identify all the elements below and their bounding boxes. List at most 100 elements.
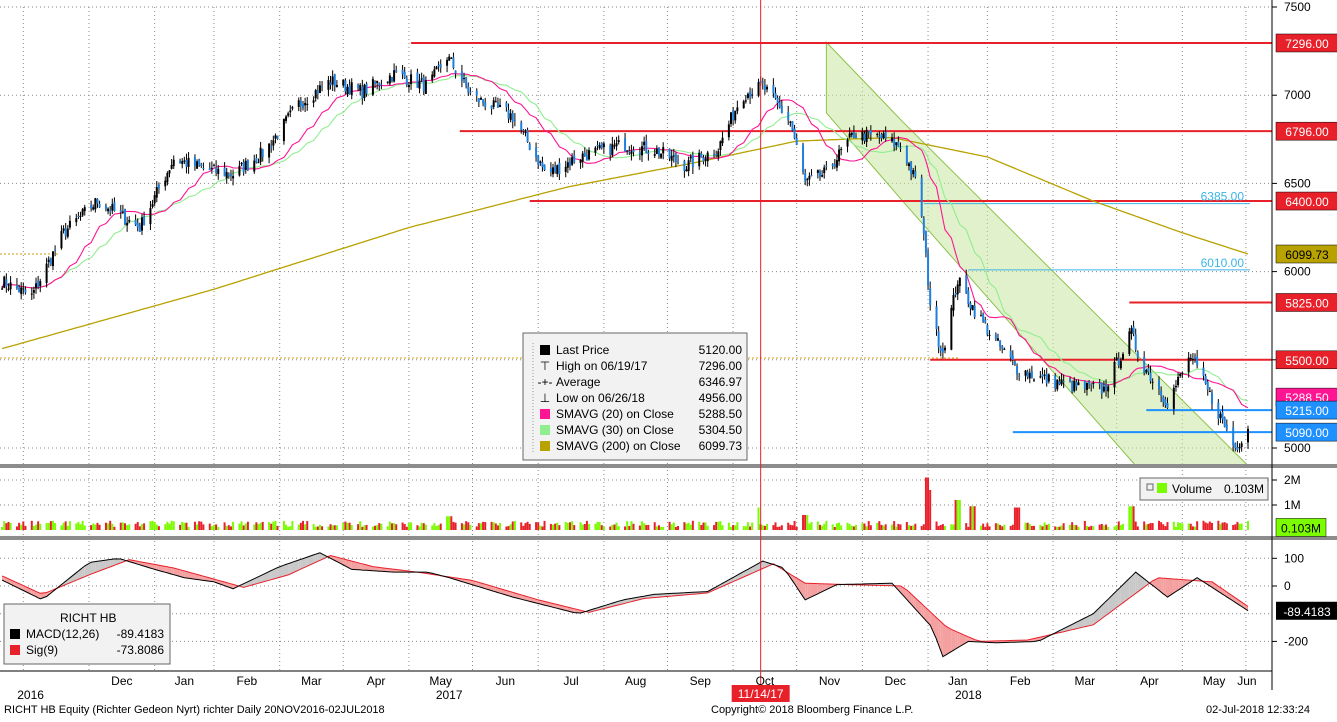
volume-bar <box>187 526 190 530</box>
volume-bar <box>1117 521 1120 530</box>
volume-bar <box>181 521 184 530</box>
macd-histogram-fill <box>197 574 200 580</box>
volume-bar <box>1088 526 1091 530</box>
macd-histogram-fill <box>616 601 619 606</box>
candle-body <box>867 131 870 133</box>
macd-histogram-fill <box>1072 623 1075 630</box>
volume-bar <box>895 526 898 530</box>
volume-bar <box>1011 524 1014 530</box>
macd-histogram-fill <box>277 565 284 578</box>
candle-body <box>994 334 997 340</box>
volume-bar <box>522 525 525 530</box>
volume-bar <box>1016 507 1019 530</box>
volume-bar <box>484 522 487 530</box>
macd-histogram-fill <box>658 593 662 598</box>
volume-bar <box>1181 523 1184 530</box>
volume-bar <box>1147 523 1150 530</box>
macd-histogram-fill <box>747 568 751 576</box>
volume-bar <box>732 524 735 530</box>
candle-body <box>893 138 896 148</box>
macd-histogram-fill <box>16 582 20 589</box>
volume-bar <box>706 525 709 530</box>
candle-body <box>446 59 449 66</box>
macd-histogram-fill <box>1161 578 1164 594</box>
candle-body <box>32 290 35 293</box>
volume-bar <box>227 525 230 530</box>
volume-bar <box>359 521 362 530</box>
candle-body <box>113 202 116 211</box>
macd-histogram-fill <box>1137 573 1145 592</box>
volume-bar <box>736 522 739 530</box>
candle-body <box>304 102 307 106</box>
candle-body <box>140 217 143 231</box>
volume-bar <box>18 522 21 530</box>
volume-bar <box>613 524 616 530</box>
volume-bar <box>435 526 438 530</box>
volume-bar <box>869 525 872 530</box>
candle-body <box>244 160 247 170</box>
macd-histogram-fill <box>966 635 969 643</box>
volume-bar <box>965 523 968 530</box>
macd-histogram-fill <box>110 559 113 567</box>
candle-body <box>363 84 366 99</box>
candle-body <box>268 143 271 158</box>
volume-bar <box>1223 522 1226 530</box>
volume-bar <box>446 516 449 530</box>
fib-label: 6010.00 <box>1201 256 1245 270</box>
volume-bar <box>543 520 546 530</box>
candle-body <box>1030 371 1033 379</box>
volume-bar <box>287 526 290 530</box>
candle-body <box>766 86 769 90</box>
candle-body <box>39 281 42 287</box>
macd-histogram-fill <box>550 602 554 608</box>
candle-body <box>1028 372 1031 379</box>
candle-body <box>717 151 720 158</box>
macd-histogram-fill <box>97 560 100 572</box>
volume-bar <box>1143 521 1146 530</box>
volume-bar <box>357 524 360 530</box>
candle-body <box>910 161 913 174</box>
volume-bar <box>677 525 680 530</box>
candle-body <box>215 167 218 173</box>
volume-bar <box>350 525 353 530</box>
volume-bar <box>1208 521 1211 530</box>
candle-body <box>1179 373 1182 377</box>
candle-body <box>670 155 673 161</box>
macd-histogram-fill <box>555 604 558 609</box>
volume-bar <box>312 524 315 530</box>
candle-body <box>1130 328 1133 334</box>
candle-body <box>615 143 618 147</box>
macd-histogram-fill <box>230 583 234 589</box>
macd-histogram-fill <box>184 570 187 578</box>
volume-bar <box>376 525 379 530</box>
volume-bar <box>713 525 716 530</box>
x-month-label: Feb <box>1010 674 1031 688</box>
candle-body <box>1160 390 1163 397</box>
macd-histogram-fill <box>1173 578 1176 593</box>
candle-body <box>357 84 360 89</box>
volume-bar <box>1107 526 1110 530</box>
candle-body <box>715 154 718 156</box>
macd-histogram-fill <box>811 583 818 597</box>
macd-histogram-fill <box>826 583 833 590</box>
candle-body <box>850 132 853 136</box>
candle-body <box>496 102 499 108</box>
volume-bar <box>628 525 631 530</box>
macd-histogram-fill <box>822 583 825 592</box>
candle-body <box>155 187 158 198</box>
candle-body <box>984 319 987 323</box>
candle-body <box>1056 379 1059 390</box>
volume-bar <box>490 521 493 530</box>
candle-body <box>374 81 377 84</box>
candle-body <box>941 348 944 353</box>
volume-bar <box>609 526 612 530</box>
candle-body <box>804 172 807 182</box>
macd-legend-name: Sig(9) <box>26 643 58 657</box>
price-tag-label: 5825.00 <box>1285 296 1329 310</box>
candle-body <box>1113 361 1116 388</box>
volume-bar <box>1058 526 1061 530</box>
volume-bar <box>229 526 232 530</box>
candle-body <box>878 136 881 138</box>
volume-bar <box>630 521 633 530</box>
volume-bar <box>140 524 143 530</box>
